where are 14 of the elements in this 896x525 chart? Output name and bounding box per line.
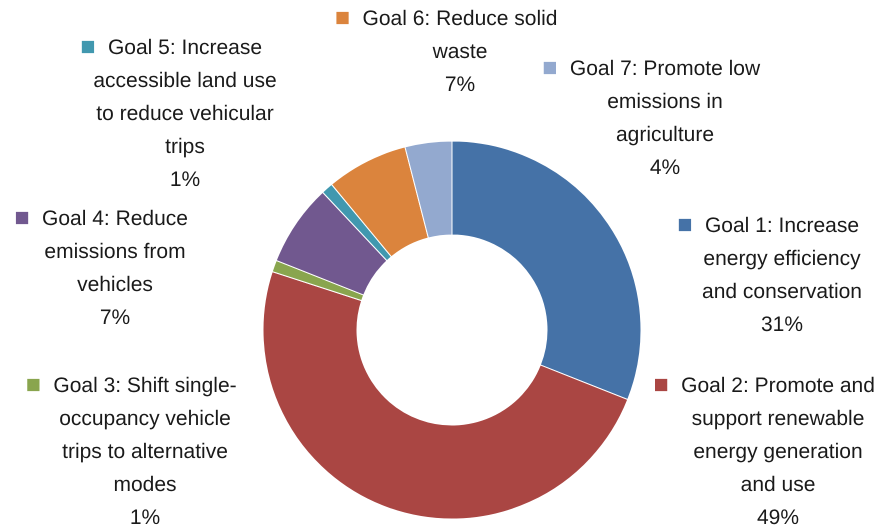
- data-label: 7%: [100, 306, 130, 329]
- data-label: 4%: [650, 156, 680, 179]
- data-label: 1%: [130, 506, 160, 525]
- data-label: 49%: [756, 506, 800, 525]
- data-label: 31%: [760, 313, 804, 336]
- legend-label: Goal 5: Increase accessible land use to reduce vehicular trips: [93, 36, 277, 158]
- legend-label: Goal 7: Promote low emissions in agriculture: [570, 57, 761, 146]
- legend-label: Goal 2: Promote and support renewable energy generation and use: [681, 374, 875, 496]
- legend-label: Goal 6: Reduce solid waste: [362, 7, 558, 63]
- legend-label: Goal 1: Increase energy efficiency and conservation: [702, 214, 862, 303]
- legend-label: Goal 3: Shift single-occupancy vehicle trips to alternative modes: [53, 374, 237, 496]
- data-label: 7%: [444, 73, 476, 96]
- data-label: 1%: [170, 168, 200, 191]
- legend-label: Goal 4: Reduce emissions from vehicles: [42, 207, 188, 296]
